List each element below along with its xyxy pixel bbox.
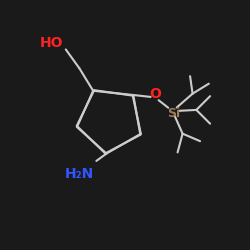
Text: Si: Si xyxy=(167,107,180,120)
Text: H₂N: H₂N xyxy=(64,166,94,180)
Text: O: O xyxy=(149,87,161,101)
Text: HO: HO xyxy=(40,36,64,50)
